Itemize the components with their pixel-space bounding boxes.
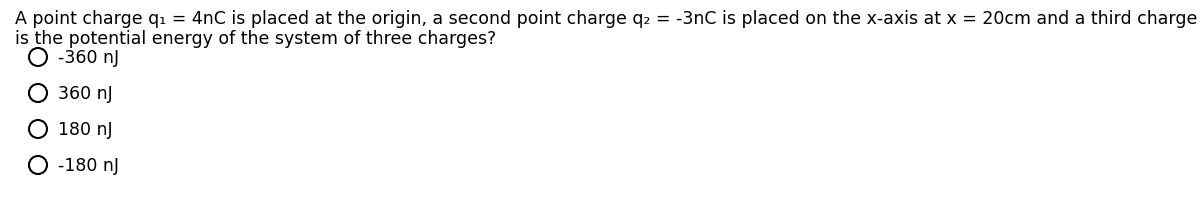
Text: 360 nJ: 360 nJ	[58, 85, 113, 102]
Text: A point charge q₁ = 4nC is placed at the origin, a second point charge q₂ = -3nC: A point charge q₁ = 4nC is placed at the…	[14, 10, 1200, 28]
Text: 180 nJ: 180 nJ	[58, 120, 113, 138]
Text: -180 nJ: -180 nJ	[58, 156, 119, 174]
Text: is the potential energy of the system of three charges?: is the potential energy of the system of…	[14, 30, 497, 48]
Text: -360 nJ: -360 nJ	[58, 49, 119, 67]
